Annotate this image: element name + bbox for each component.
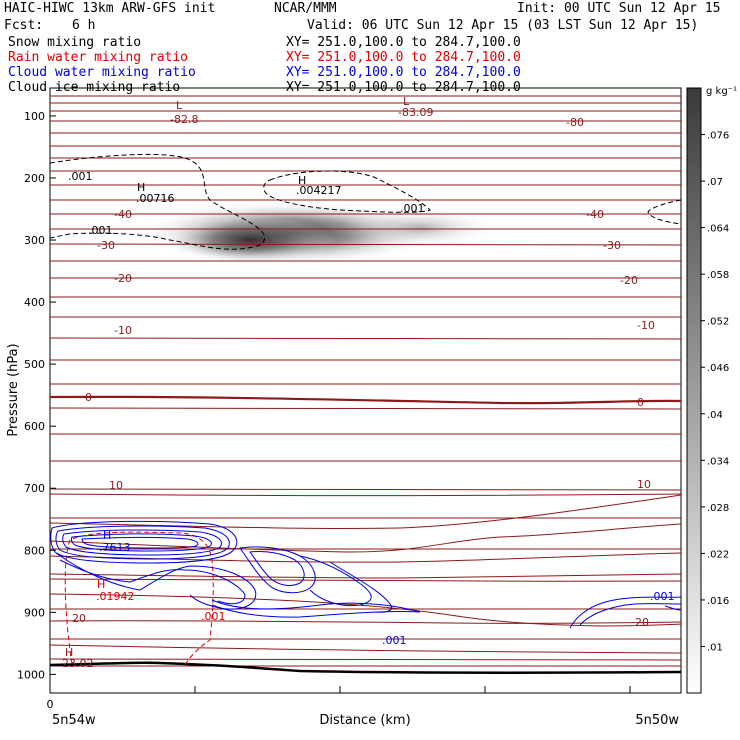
y-axis-ticks: 100 200 300 400 500 600 700 800 900 1000	[17, 110, 56, 681]
y-tick-label: 600	[24, 420, 45, 433]
high-marker: H	[65, 646, 73, 659]
high-marker: H	[298, 174, 306, 187]
contour-label: .001	[400, 202, 425, 215]
high-marker: H	[103, 529, 111, 542]
colorbar-tick-label: .07	[707, 177, 723, 188]
colorbar-tick-label: .052	[707, 317, 729, 328]
field-name-snow: Snow mixing ratio	[8, 35, 142, 50]
high-value: .00716	[136, 192, 175, 205]
isotherm-label: -20	[114, 272, 132, 285]
colorbar-tick-label: .076	[707, 131, 729, 142]
contour-label: .001	[88, 224, 113, 237]
isotherm-label: -10	[637, 319, 655, 332]
field-xy-cloud-water: XY= 251.0,100.0 to 284.7,100.0	[286, 65, 521, 80]
colorbar-tick-label: .064	[707, 224, 729, 235]
contour-label: .001	[650, 590, 675, 603]
colorbar-tick-label: .016	[707, 596, 729, 607]
isotherm-label: -30	[97, 239, 115, 252]
high-value: .7613	[99, 541, 131, 554]
field-name-cloud-water: Cloud water mixing ratio	[8, 65, 196, 80]
isotherm-label: 10	[109, 479, 123, 492]
y-tick-label: 300	[24, 234, 45, 247]
y-tick-label: 200	[24, 172, 45, 185]
field-xy-rain: XY= 251.0,100.0 to 284.7,100.0	[286, 50, 521, 65]
colorbar-tick-label: .04	[707, 410, 723, 421]
high-marker: H	[97, 578, 105, 591]
forecast-hour: 6 h	[72, 18, 96, 33]
init-time: Init: 00 UTC Sun 12 Apr 15	[517, 1, 721, 16]
y-tick-label: 800	[24, 544, 45, 557]
ground-surface	[49, 661, 682, 674]
snow-shading	[140, 201, 500, 265]
snow-contours	[50, 153, 681, 250]
colorbar-ticks: .01 .016 .022 .028 .034 .04 .046 .052 .058 .064 .0…	[701, 131, 729, 653]
isotherm-zero	[50, 395, 681, 405]
high-value: .004217	[296, 184, 342, 197]
x-axis-label: Distance (km)	[319, 713, 410, 728]
isotherm-label: -82.8	[170, 113, 198, 126]
forecast-label: Fcst:	[4, 18, 44, 33]
y-tick-label: 700	[24, 482, 45, 495]
model-title: HAIC-HIWC 13km ARW-GFS init	[4, 1, 216, 16]
org-label: NCAR/MMM	[274, 1, 337, 16]
contour-label: .001	[68, 170, 93, 183]
isotherm-label: -40	[586, 208, 604, 221]
y-tick-label: 500	[24, 358, 45, 371]
isotherm-label: 0	[85, 391, 92, 404]
plot-frame	[49, 87, 682, 694]
y-tick-label: 100	[24, 110, 45, 123]
cloud-water-contours	[50, 520, 681, 629]
isotherm-label: 20	[72, 612, 86, 625]
isotherm-label: -30	[603, 239, 621, 252]
low-marker: L	[176, 99, 183, 112]
y-tick-label: 1000	[17, 668, 45, 681]
contour-labels: .001 .001 .001 .001 .001 .001	[68, 170, 675, 647]
field-xy-snow: XY= 251.0,100.0 to 284.7,100.0	[286, 35, 521, 50]
isotherm-label: 0	[637, 396, 644, 409]
isotherm-label: -40	[114, 208, 132, 221]
y-tick-label: 900	[24, 606, 45, 619]
colorbar-tick-label: .058	[707, 270, 729, 281]
x-axis-left-label: 5n54w	[52, 713, 96, 728]
y-axis-label: Pressure (hPa)	[6, 343, 21, 436]
colorbar-tick-label: .01	[707, 642, 723, 653]
colorbar-tick-label: .046	[707, 363, 729, 374]
colorbar-tick-label: .028	[707, 503, 729, 514]
x-axis-ticks	[49, 686, 631, 693]
isotherm-label: -10	[114, 324, 132, 337]
rain-contours	[64, 531, 214, 666]
isotherm-label: 20	[635, 616, 649, 629]
valid-time: Valid: 06 UTC Sun 12 Apr 15 (03 LST Sun …	[307, 18, 699, 33]
colorbar-tick-label: .034	[707, 456, 729, 467]
colorbar-tick-label: .022	[707, 549, 729, 560]
high-value: .01942	[96, 590, 135, 603]
x-axis-origin-tick: 0	[47, 698, 54, 711]
x-axis-right-label: 5n50w	[635, 713, 679, 728]
isotherm-labels: -82.8 -83.09 -80 -40 -40 -30 -30 -20 -20…	[72, 106, 655, 629]
colorbar	[686, 87, 702, 694]
isotherm-label: -80	[566, 116, 584, 129]
contour-label: .001	[201, 610, 226, 623]
isotherm-label: -20	[620, 274, 638, 287]
high-value: 23.02	[62, 657, 94, 670]
isotherms-lower	[50, 493, 681, 661]
isotherm-label: -83.09	[398, 106, 433, 119]
isotherm-label: 10	[637, 478, 651, 491]
low-marker: L	[403, 95, 410, 108]
y-tick-label: 400	[24, 296, 45, 309]
colorbar-unit: g kg⁻¹	[706, 86, 737, 97]
contour-label: .001	[382, 634, 407, 647]
field-name-rain: Rain water mixing ratio	[8, 50, 189, 65]
high-marker: H	[137, 181, 145, 194]
extrema-markers: L L H .00716 H .004217 H .7613 H .01942 …	[62, 95, 410, 670]
